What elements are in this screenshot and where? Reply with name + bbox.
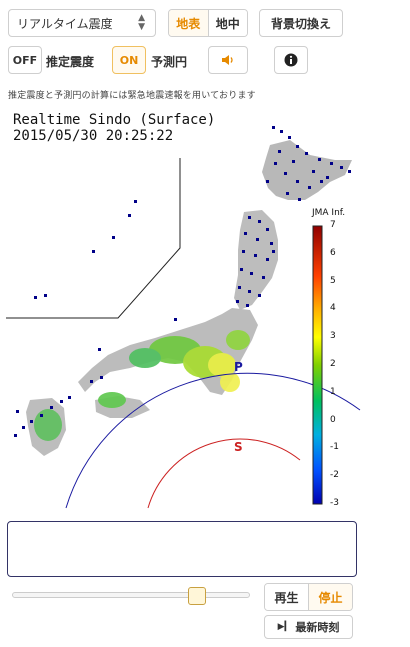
slider-track[interactable] bbox=[12, 592, 250, 598]
colorbar-tick-label: 4 bbox=[330, 303, 336, 314]
mode-select-value: リアルタイム震度 bbox=[17, 16, 113, 31]
colorbar-tick-label: -3 bbox=[330, 498, 339, 508]
info-button[interactable] bbox=[274, 46, 308, 74]
notice-text: 推定震度と予測円の計算には緊急地震速報を用いております bbox=[8, 91, 256, 101]
tab-underground[interactable]: 地中 bbox=[207, 10, 247, 36]
background-toggle-button[interactable]: 背景切換え bbox=[259, 9, 343, 37]
latest-time-label: 最新時刻 bbox=[295, 621, 340, 634]
estimate-label: 推定震度 bbox=[46, 55, 95, 69]
info-icon bbox=[284, 53, 298, 67]
play-button[interactable]: 再生 bbox=[265, 584, 308, 610]
estimate-toggle-button[interactable]: OFF bbox=[8, 46, 42, 74]
colorbar-tick-label: 3 bbox=[330, 331, 336, 342]
map-layer-tabs: 地表 地中 bbox=[168, 9, 248, 37]
colorbar-tick-label: -1 bbox=[330, 442, 339, 453]
playback-controls: 再生 停止 bbox=[264, 583, 353, 611]
p-wave-label: P bbox=[234, 360, 243, 374]
play-arrow-icon: ▶▎ bbox=[277, 622, 292, 632]
colorbar-tick-label: 2 bbox=[330, 359, 336, 369]
colorbar-tick-label: 0 bbox=[330, 414, 336, 425]
map-title-line1: Realtime Sindo (Surface) bbox=[13, 112, 216, 128]
slider-handle[interactable] bbox=[188, 587, 206, 605]
map-canvas bbox=[6, 126, 361, 509]
colorbar-tick-label: -2 bbox=[330, 470, 339, 481]
colorbar-tick-label: 6 bbox=[330, 247, 336, 258]
map-timestamp: 2015/05/30 20:25:22 bbox=[13, 128, 174, 144]
sound-button[interactable] bbox=[208, 46, 248, 74]
colorbar-tick-label: 5 bbox=[330, 275, 336, 286]
map-title: Realtime Sindo (Surface) 2015/05/30 20:2… bbox=[13, 112, 215, 144]
mode-select[interactable]: リアルタイム震度 ▲ ▼ bbox=[8, 9, 156, 37]
colorbar-tick-label: 7 bbox=[330, 220, 336, 230]
s-wave-label: S bbox=[234, 440, 243, 454]
message-box bbox=[7, 521, 357, 577]
time-slider[interactable] bbox=[12, 587, 250, 607]
colorbar-tick-label: 1 bbox=[330, 386, 336, 397]
caret-icon: ▲ ▼ bbox=[138, 13, 145, 32]
speaker-icon bbox=[222, 55, 233, 65]
tab-surface[interactable]: 地表 bbox=[169, 10, 208, 36]
intensity-map: Realtime Sindo (Surface) 2015/05/30 20:2… bbox=[0, 100, 400, 512]
latest-time-button[interactable]: ▶▎ 最新時刻 bbox=[264, 615, 353, 639]
stop-button[interactable]: 停止 bbox=[308, 584, 352, 610]
circle-label: 予測円 bbox=[151, 55, 188, 69]
circle-toggle-button[interactable]: ON bbox=[112, 46, 146, 74]
colorbar-title: JMA Inf. bbox=[312, 208, 346, 218]
